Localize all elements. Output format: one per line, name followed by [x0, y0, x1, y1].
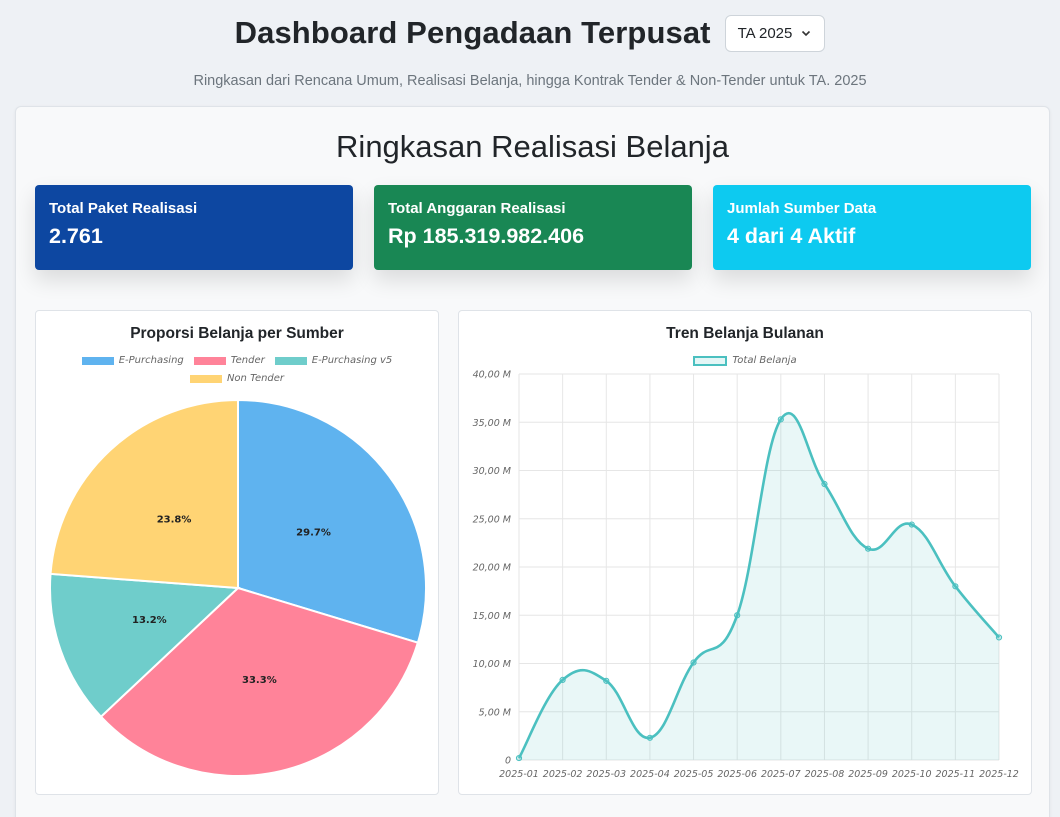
pie-slice-label: 29.7% — [296, 528, 331, 539]
stat-card-total-anggaran: Total Anggaran Realisasi Rp 185.319.982.… — [374, 185, 692, 270]
data-point[interactable] — [690, 659, 697, 666]
x-tick-label: 2025-10 — [892, 769, 932, 780]
pie-legend-row-2: Non Tender — [36, 373, 438, 384]
legend-label: Tender — [230, 355, 265, 366]
data-point[interactable] — [821, 480, 828, 488]
y-tick-label: 20,00 M — [473, 563, 511, 574]
legend-item[interactable]: Non Tender — [189, 373, 285, 384]
pie-slice[interactable] — [237, 398, 427, 644]
stat-label: Total Paket Realisasi — [49, 200, 198, 217]
pie-slice-label: 23.8% — [157, 515, 192, 526]
pie-slice-label: 33.3% — [242, 675, 277, 686]
stat-card-sumber-data: Jumlah Sumber Data 4 dari 4 Aktif — [713, 185, 1031, 270]
line-chart-title: Tren Belanja Bulanan — [666, 325, 824, 342]
y-tick-label: 15,00 M — [473, 611, 511, 622]
legend-swatch — [193, 356, 226, 365]
page-title: Dashboard Pengadaan Terpusat — [234, 15, 711, 50]
section-title: Ringkasan Realisasi Belanja — [336, 129, 729, 164]
page-subtitle: Ringkasan dari Rencana Umum, Realisasi B… — [193, 73, 867, 89]
data-point[interactable] — [864, 545, 872, 552]
legend-item[interactable]: Total Belanja — [693, 355, 797, 366]
y-tick-label: 35,00 M — [473, 418, 511, 429]
x-tick-label: 2025-11 — [936, 769, 976, 780]
y-tick-label: 25,00 M — [473, 514, 511, 525]
x-tick-label: 2025-03 — [586, 769, 626, 780]
header: Dashboard Pengadaan Terpusat TA 2025 — [0, 10, 1060, 56]
legend-label: E-Purchasing v5 — [311, 355, 393, 366]
y-tick-label: 5,00 M — [479, 707, 511, 718]
stat-value: Rp 185.319.982.406 — [388, 224, 585, 248]
line-legend: Total Belanja — [459, 355, 1031, 366]
x-tick-label: 2025-06 — [717, 769, 757, 780]
data-point[interactable] — [952, 583, 959, 590]
x-tick-label: 2025-02 — [543, 769, 583, 780]
data-point[interactable] — [734, 612, 741, 619]
stat-label: Jumlah Sumber Data — [727, 200, 877, 217]
pie-slice-label: 13.2% — [132, 615, 167, 626]
data-point[interactable] — [603, 677, 610, 684]
legend-swatch — [81, 356, 114, 365]
legend-label: Total Belanja — [732, 355, 797, 366]
pie-slice[interactable] — [49, 398, 239, 590]
area-fill — [519, 413, 999, 760]
x-tick-label: 2025-04 — [630, 769, 670, 780]
x-tick-label: 2025-09 — [848, 769, 888, 780]
legend-swatch — [693, 355, 728, 366]
x-tick-label: 2025-07 — [761, 769, 801, 780]
legend-item[interactable]: Tender — [193, 355, 265, 366]
y-tick-label: 30,00 M — [473, 466, 511, 477]
y-tick-label: 40,00 M — [473, 370, 511, 381]
stat-value: 2.761 — [49, 224, 103, 248]
stat-label: Total Anggaran Realisasi — [388, 200, 566, 217]
x-tick-label: 2025-12 — [979, 769, 1019, 780]
data-point[interactable] — [515, 754, 523, 762]
pie-legend-row-1: E-Purchasing Tender E-Purchasing v5 — [36, 355, 438, 366]
chevron-down-icon — [802, 30, 811, 37]
year-select[interactable]: TA 2025 — [724, 14, 826, 52]
data-point[interactable] — [559, 676, 566, 684]
legend-item[interactable]: E-Purchasing v5 — [274, 355, 393, 366]
pie-slice[interactable] — [49, 572, 241, 719]
year-select-value: TA 2025 — [737, 24, 793, 42]
data-point[interactable] — [995, 634, 1003, 641]
x-tick-label: 2025-08 — [805, 769, 845, 780]
pie-chart: 29.7% 33.3% 13.2% 23.8% — [49, 398, 427, 777]
line-chart-card: Tren Belanja Bulanan Total Belanja 0 5,00… — [458, 310, 1032, 795]
pie-chart-card: Proporsi Belanja per Sumber E-Purchasing… — [35, 310, 439, 795]
pie-slice[interactable] — [99, 586, 420, 777]
legend-item[interactable]: E-Purchasing — [81, 355, 184, 366]
x-tick-label: 2025-05 — [674, 769, 714, 780]
stat-card-total-paket: Total Paket Realisasi 2.761 — [35, 185, 353, 270]
data-point[interactable] — [646, 734, 654, 741]
data-point[interactable] — [908, 521, 915, 528]
stat-value: 4 dari 4 Aktif — [727, 224, 856, 248]
pie-chart-title: Proporsi Belanja per Sumber — [130, 325, 344, 342]
legend-swatch — [189, 374, 222, 383]
y-tick-label: 0 — [505, 756, 511, 767]
legend-label: E-Purchasing — [118, 355, 184, 366]
x-tick-label: 2025-01 — [499, 769, 539, 780]
line-chart: 0 5,00 M 10,00 M 15,00 M 20,00 M 25,00 M 30,00… — [473, 370, 1019, 781]
legend-swatch — [274, 356, 307, 365]
data-point[interactable] — [777, 416, 784, 423]
y-tick-label: 10,00 M — [473, 659, 511, 670]
legend-label: Non Tender — [226, 373, 285, 384]
summary-panel: Ringkasan Realisasi Belanja Total Paket … — [15, 106, 1050, 817]
series-line-total-belanja — [517, 411, 1000, 759]
